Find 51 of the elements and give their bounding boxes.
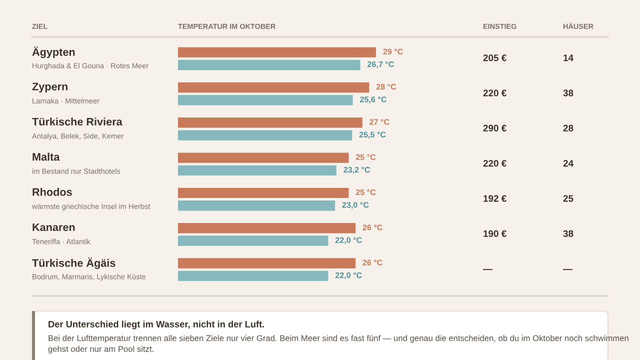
text: — (563, 269, 572, 270)
data-label: 25 °C (356, 154, 376, 160)
bar (178, 47, 376, 58)
bar (178, 258, 356, 268)
bar (178, 82, 370, 93)
bar (178, 270, 328, 282)
y-tick-label: Rhodos (32, 188, 72, 196)
bar (178, 200, 336, 211)
text: — (483, 269, 492, 270)
text: 205 € (483, 54, 506, 62)
text: 192 € (484, 195, 506, 202)
data-label: 29 °C (383, 48, 403, 54)
data-label: 25,6 °C (360, 96, 386, 104)
bar (178, 130, 352, 140)
bar (178, 152, 349, 163)
bar (178, 188, 349, 198)
text: 220 € (483, 90, 506, 96)
data-label: 25,5 °C (359, 132, 386, 139)
text: 290 € (483, 124, 506, 132)
data-label: 26 °C (362, 260, 382, 266)
text: 190 € (484, 230, 506, 237)
text: 38 (563, 90, 574, 96)
y-tick-label: Türkische Riviera (32, 118, 122, 126)
text: 38 (563, 230, 574, 237)
text: 28 (563, 124, 574, 132)
text: Bei der Lufttemperatur trennen alle sieben Ziele nur vier Grad. Beim Meer sind es fast fünf — und genau die entscheiden, ob du im Oktober noch schwimmen gehst oder nur am Pool sitzt. (48, 335, 628, 354)
data-label: 27 °C (370, 119, 390, 125)
data-label: 22,0 °C (335, 237, 362, 244)
text: 14 (564, 54, 574, 62)
data-label: 22,0 °C (335, 272, 362, 280)
data-label: 25 °C (356, 189, 376, 196)
y-tick-label: Malta (32, 152, 60, 161)
text: 220 € (483, 160, 506, 167)
bar (178, 236, 328, 246)
bar (178, 118, 362, 128)
bar (178, 223, 356, 234)
y-tick-label: Türkische Ägäis (32, 258, 116, 270)
data-label: 26,7 °C (368, 61, 394, 68)
bar (178, 60, 360, 70)
text: 24 (563, 160, 574, 167)
text: 25 (563, 195, 574, 202)
text: Der Unterschied liegt im Wasser, nicht in der Luft. (48, 320, 264, 330)
y-tick-label: Kanaren (32, 223, 75, 232)
data-label: 23,2 °C (344, 166, 370, 174)
bar (178, 165, 336, 176)
data-label: 26 °C (362, 224, 382, 230)
y-tick-label: Ägypten (32, 46, 75, 58)
bar (178, 95, 353, 106)
data-label: 23,0 °C (342, 202, 369, 209)
data-label: 28 °C (376, 84, 396, 90)
y-tick-label: Zypern (32, 82, 68, 93)
